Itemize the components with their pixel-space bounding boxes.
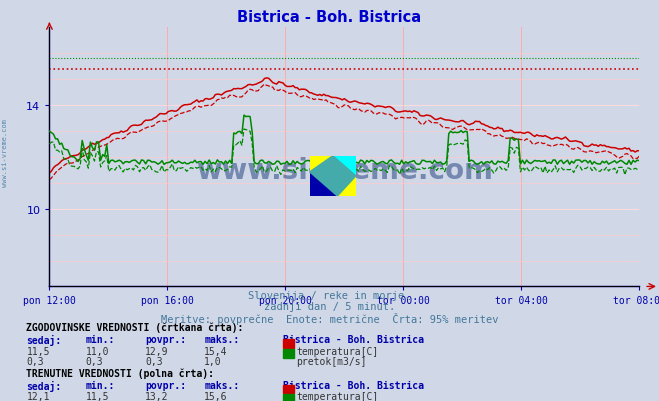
Text: Bistrica - Boh. Bistrica: Bistrica - Boh. Bistrica (283, 334, 424, 344)
Text: temperatura[C]: temperatura[C] (297, 391, 379, 401)
Text: sedaj:: sedaj: (26, 334, 61, 345)
Text: www.si-vreme.com: www.si-vreme.com (2, 118, 9, 186)
Text: Bistrica - Boh. Bistrica: Bistrica - Boh. Bistrica (237, 10, 422, 25)
Text: sedaj:: sedaj: (26, 380, 61, 391)
Text: zadnji dan / 5 minut.: zadnji dan / 5 minut. (264, 302, 395, 312)
Text: Meritve: povprečne  Enote: metrične  Črta: 95% meritev: Meritve: povprečne Enote: metrične Črta:… (161, 312, 498, 324)
Text: min.:: min.: (86, 380, 115, 390)
Text: 11,0: 11,0 (86, 346, 109, 356)
Text: 13,2: 13,2 (145, 391, 169, 401)
Text: Bistrica - Boh. Bistrica: Bistrica - Boh. Bistrica (283, 380, 424, 390)
Text: maks.:: maks.: (204, 334, 239, 344)
Polygon shape (310, 156, 356, 196)
Text: 1,0: 1,0 (204, 356, 222, 366)
Text: 12,9: 12,9 (145, 346, 169, 356)
Text: povpr.:: povpr.: (145, 380, 186, 390)
Polygon shape (310, 172, 337, 196)
Text: 0,3: 0,3 (26, 356, 44, 366)
Text: TRENUTNE VREDNOSTI (polna črta):: TRENUTNE VREDNOSTI (polna črta): (26, 368, 214, 378)
Text: temperatura[C]: temperatura[C] (297, 346, 379, 356)
Text: ZGODOVINSKE VREDNOSTI (črtkana črta):: ZGODOVINSKE VREDNOSTI (črtkana črta): (26, 322, 244, 332)
Text: Slovenija / reke in morje.: Slovenija / reke in morje. (248, 291, 411, 301)
Polygon shape (333, 156, 356, 176)
Text: povpr.:: povpr.: (145, 334, 186, 344)
Text: 15,4: 15,4 (204, 346, 228, 356)
Text: 15,6: 15,6 (204, 391, 228, 401)
Text: 0,3: 0,3 (145, 356, 163, 366)
Text: 0,3: 0,3 (86, 356, 103, 366)
Text: pretok[m3/s]: pretok[m3/s] (297, 356, 367, 366)
Text: 11,5: 11,5 (26, 346, 50, 356)
Text: maks.:: maks.: (204, 380, 239, 390)
Text: min.:: min.: (86, 334, 115, 344)
Text: www.si-vreme.com: www.si-vreme.com (196, 156, 493, 184)
Text: 11,5: 11,5 (86, 391, 109, 401)
Text: 12,1: 12,1 (26, 391, 50, 401)
